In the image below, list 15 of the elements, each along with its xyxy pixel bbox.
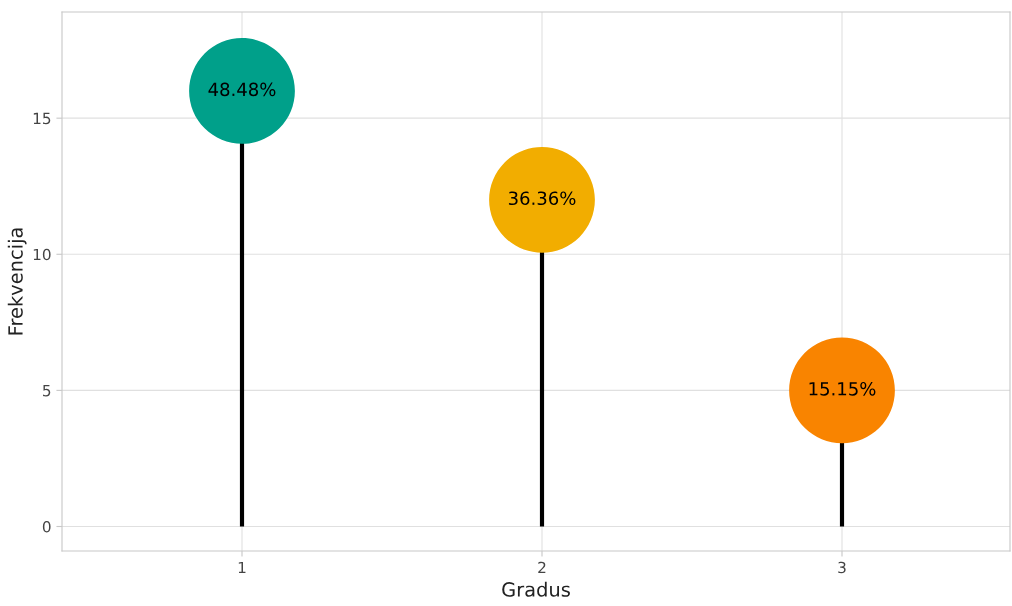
x-tick-label: 2 [538,561,546,574]
annotation: 48.48% [208,82,276,97]
y-tick-label: 10 [33,248,51,261]
annotation: 36.36% [508,191,576,206]
point [789,337,895,444]
point [189,38,295,144]
y-tick-label: 15 [33,112,51,125]
y-tick-label: 5 [43,385,51,397]
point [489,146,595,253]
x-axis-title: Gradus [502,581,570,597]
annotation: 15.15% [809,381,876,396]
x-tick-label: 1 [238,561,246,574]
x-tick-label: 3 [838,561,846,574]
y-tick-label: 0 [42,520,51,533]
y-axis-title: Frekvencija [7,228,27,335]
